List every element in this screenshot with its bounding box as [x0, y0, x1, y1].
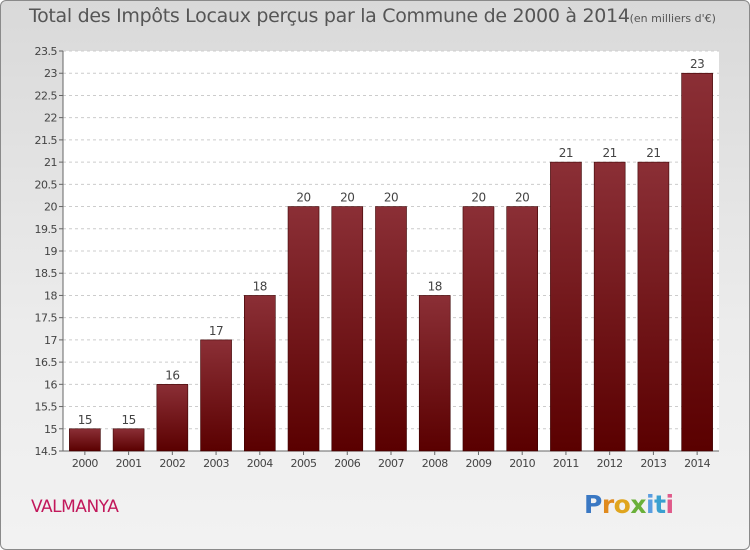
- data-label: 20: [340, 191, 354, 205]
- x-tick-label: 2011: [553, 457, 579, 470]
- data-label: 16: [165, 368, 179, 382]
- y-tick-label: 23: [44, 67, 57, 80]
- data-label: 20: [471, 191, 485, 205]
- x-tick-label: 2009: [465, 457, 491, 470]
- data-label: 21: [559, 146, 573, 160]
- x-tick-label: 2012: [597, 457, 623, 470]
- x-tick-label: 2014: [684, 457, 710, 470]
- y-tick-label: 21.5: [35, 134, 58, 147]
- logo-letter: t: [654, 490, 666, 519]
- y-tick-label: 16: [44, 378, 57, 391]
- y-tick-label: 16.5: [35, 356, 58, 369]
- bar: [112, 428, 145, 452]
- bar: [462, 206, 495, 452]
- logo-letter: o: [613, 490, 631, 519]
- bar: [331, 206, 364, 452]
- data-label: 15: [121, 413, 135, 427]
- y-tick-label: 21: [44, 156, 57, 169]
- y-tick-label: 19.5: [35, 223, 58, 236]
- x-tick-label: 2000: [72, 457, 98, 470]
- logo-letter: i: [665, 490, 675, 519]
- x-tick-label: 2008: [422, 457, 448, 470]
- chart-title: Total des Impôts Locaux perçus par la Co…: [29, 5, 716, 27]
- y-tick-label: 19: [44, 245, 57, 258]
- y-tick-label: 22: [44, 112, 57, 125]
- bar: [200, 339, 232, 452]
- proxiti-logo[interactable]: Proxiti: [584, 490, 674, 519]
- y-tick-label: 18: [44, 289, 57, 302]
- y-tick-label: 18.5: [35, 267, 58, 280]
- data-label: 21: [603, 146, 617, 160]
- logo-letter: i: [646, 490, 655, 519]
- bar: [637, 161, 670, 452]
- y-tick-label: 23.5: [35, 45, 58, 58]
- data-label: 21: [646, 146, 660, 160]
- y-tick-label: 17: [44, 334, 57, 347]
- bar: [375, 206, 407, 452]
- bar: [550, 161, 582, 452]
- y-tick-label: 15: [44, 423, 57, 436]
- y-tick-label: 14.5: [35, 445, 58, 458]
- bar: [593, 161, 626, 452]
- bar: [156, 384, 189, 452]
- bar: [287, 206, 320, 452]
- data-label: 15: [78, 413, 92, 427]
- x-tick-label: 2007: [378, 457, 404, 470]
- x-tick-label: 2002: [159, 457, 185, 470]
- x-tick-label: 2004: [247, 457, 273, 470]
- x-tick-label: 2005: [291, 457, 317, 470]
- logo-letter: P: [584, 490, 602, 519]
- bar: [681, 72, 713, 452]
- bar: [418, 295, 451, 452]
- y-tick-label: 17.5: [35, 312, 58, 325]
- data-label: 18: [253, 279, 267, 293]
- commune-name: VALMANYA: [31, 497, 119, 517]
- y-tick-label: 20: [44, 201, 57, 214]
- chart-unit: (en milliers d'€): [629, 12, 716, 25]
- data-label: 20: [384, 191, 398, 205]
- data-label: 20: [296, 191, 310, 205]
- logo-letter: x: [630, 490, 646, 519]
- bar: [506, 206, 539, 452]
- logo-letter: r: [601, 490, 614, 519]
- data-label: 23: [690, 57, 704, 71]
- y-tick-label: 22.5: [35, 89, 58, 102]
- y-tick-label: 15.5: [35, 401, 58, 414]
- data-label: 18: [428, 279, 442, 293]
- x-tick-label: 2006: [334, 457, 360, 470]
- x-tick-label: 2013: [640, 457, 666, 470]
- x-tick-label: 2001: [116, 457, 142, 470]
- x-tick-label: 2003: [203, 457, 229, 470]
- data-label: 17: [209, 324, 223, 338]
- x-tick-label: 2010: [509, 457, 535, 470]
- bar: [244, 295, 276, 452]
- bar: [69, 428, 101, 452]
- data-label: 20: [515, 191, 529, 205]
- y-tick-label: 20.5: [35, 178, 58, 191]
- chart-title-text: Total des Impôts Locaux perçus par la Co…: [29, 5, 630, 27]
